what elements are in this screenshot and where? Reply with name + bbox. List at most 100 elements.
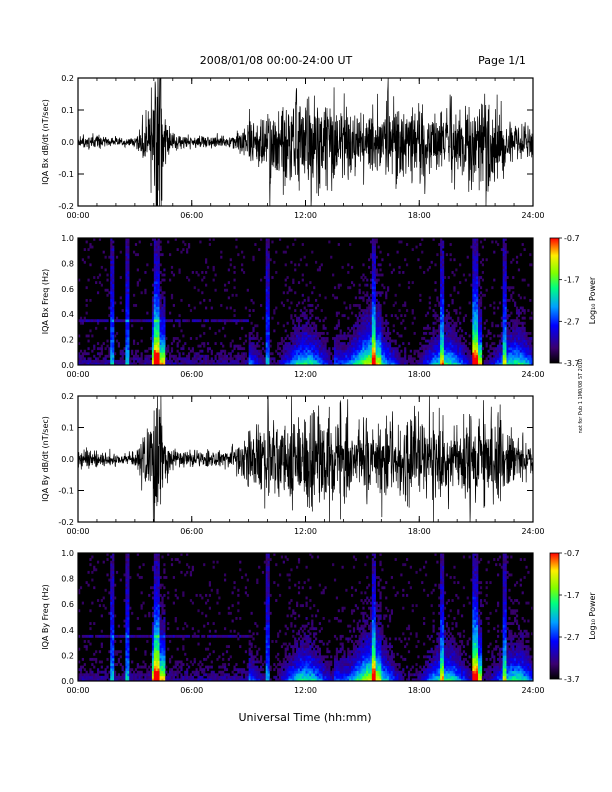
spectrogram-cell xyxy=(360,319,363,323)
spectrogram-cell xyxy=(335,349,339,353)
spectrogram-cell xyxy=(508,324,511,328)
spectrogram-cell xyxy=(153,637,157,641)
spectrogram-cell xyxy=(102,596,105,600)
spectrogram-cell xyxy=(366,342,369,345)
spectrogram-cell xyxy=(91,349,94,353)
spectrogram-cell xyxy=(178,271,181,274)
spectrogram-cell xyxy=(354,362,357,366)
spectrogram-cell xyxy=(127,265,130,269)
spectrogram-cell xyxy=(125,311,128,315)
spectrogram-cell xyxy=(96,670,100,674)
spectrogram-cell xyxy=(502,314,505,318)
spectrogram-cell xyxy=(125,250,128,254)
spectrogram-cell xyxy=(356,316,359,320)
spectrogram-cell xyxy=(248,344,251,348)
spectrogram-cell xyxy=(153,606,157,610)
spectrogram-cell xyxy=(474,265,477,269)
spectrogram-cell xyxy=(265,283,268,287)
spectrogram-cell xyxy=(132,673,136,677)
spectrogram-cell xyxy=(506,359,509,363)
spectrogram-cell xyxy=(436,362,439,366)
spectrogram-cell xyxy=(478,352,481,356)
spectrogram-cell xyxy=(369,321,373,325)
spectrogram-cell xyxy=(318,357,321,361)
spectrogram-cell xyxy=(402,304,405,307)
spectrogram-cell xyxy=(332,293,335,297)
spectrogram-cell xyxy=(250,354,253,358)
spectrogram-cell xyxy=(517,311,521,315)
spectrogram-cell xyxy=(417,354,420,358)
spectrogram-cell xyxy=(387,344,390,348)
spectrogram-cell xyxy=(296,337,299,340)
spectrogram-cell xyxy=(81,678,84,682)
spectrogram-cell xyxy=(119,578,122,582)
spectrogram-cell xyxy=(474,268,477,272)
spectrogram-cell xyxy=(110,352,113,356)
spectrogram-cell xyxy=(155,304,158,307)
spectrogram-cell xyxy=(206,362,210,366)
spectrogram-cell xyxy=(358,342,361,345)
spectrogram-cell xyxy=(157,606,160,610)
spectrogram-cell xyxy=(514,349,517,353)
spectrogram-cell xyxy=(368,306,371,310)
spectrogram-cell xyxy=(223,288,227,292)
spectrogram-cell xyxy=(187,354,191,358)
spectrogram-cell xyxy=(299,319,303,323)
spectrogram-cell xyxy=(222,319,225,323)
spectrogram-cell xyxy=(157,604,160,608)
spectrogram-cell xyxy=(472,306,475,310)
spectrogram-cell xyxy=(292,243,295,246)
spectrogram-cell xyxy=(379,349,382,353)
spectrogram-cell xyxy=(392,359,395,363)
spectrogram-cell xyxy=(121,668,124,672)
spectrogram-cell xyxy=(267,255,270,259)
spectrogram-cell xyxy=(125,568,128,572)
spectrogram-cell xyxy=(87,255,90,259)
spectrogram-cell xyxy=(150,243,153,246)
spectrogram-cell xyxy=(515,339,519,343)
spectrogram-cell xyxy=(265,334,268,338)
spectrogram-cell xyxy=(313,326,316,330)
spectrogram-cell xyxy=(512,339,515,343)
spectrogram-cell xyxy=(373,301,376,305)
spectrogram-cell xyxy=(161,611,164,615)
spectrogram-cell xyxy=(474,359,477,363)
spectrogram-cell xyxy=(371,278,375,282)
spectrogram-cell xyxy=(498,339,502,343)
spectrogram-cell xyxy=(114,650,117,654)
spectrogram-cell xyxy=(472,329,475,333)
spectrogram-cell xyxy=(163,319,166,323)
spectrogram-cell xyxy=(385,314,388,318)
spectrogram-cell xyxy=(85,304,88,307)
spectrogram-cell xyxy=(184,243,187,246)
spectrogram-cell xyxy=(434,342,437,345)
spectrogram-cell xyxy=(250,349,253,353)
spectrogram-cell xyxy=(360,314,363,318)
spectrogram-cell xyxy=(479,357,483,361)
spectrogram-cell xyxy=(506,362,509,366)
spectrogram-cell xyxy=(125,629,128,633)
spectrogram-cell xyxy=(157,647,160,651)
spectrogram-cell xyxy=(373,260,376,264)
spectrogram-cell xyxy=(432,342,435,345)
spectrogram-cell xyxy=(436,296,439,300)
spectrogram-cell xyxy=(292,278,295,282)
spectrogram-cell xyxy=(447,304,450,307)
spectrogram-cell xyxy=(360,349,363,353)
spectrogram-cell xyxy=(87,334,90,338)
spectrogram-cell xyxy=(489,354,492,358)
spectrogram-cell xyxy=(462,357,466,361)
spectrogram-cell xyxy=(112,563,115,567)
spectrogram-cell xyxy=(159,339,162,343)
spectrogram-cell xyxy=(523,278,526,282)
spectrogram-cell xyxy=(203,344,206,348)
spectrogram-cell xyxy=(114,652,117,656)
spectrogram-cell xyxy=(371,304,375,307)
spectrogram-cell xyxy=(290,337,293,340)
spectrogram-cell xyxy=(102,250,105,254)
spectrogram-cell xyxy=(127,271,130,274)
spectrogram-cell xyxy=(455,309,458,312)
spectrogram-cell xyxy=(252,342,255,345)
spectrogram-cell xyxy=(155,293,158,297)
spectrogram-cell xyxy=(385,334,388,338)
